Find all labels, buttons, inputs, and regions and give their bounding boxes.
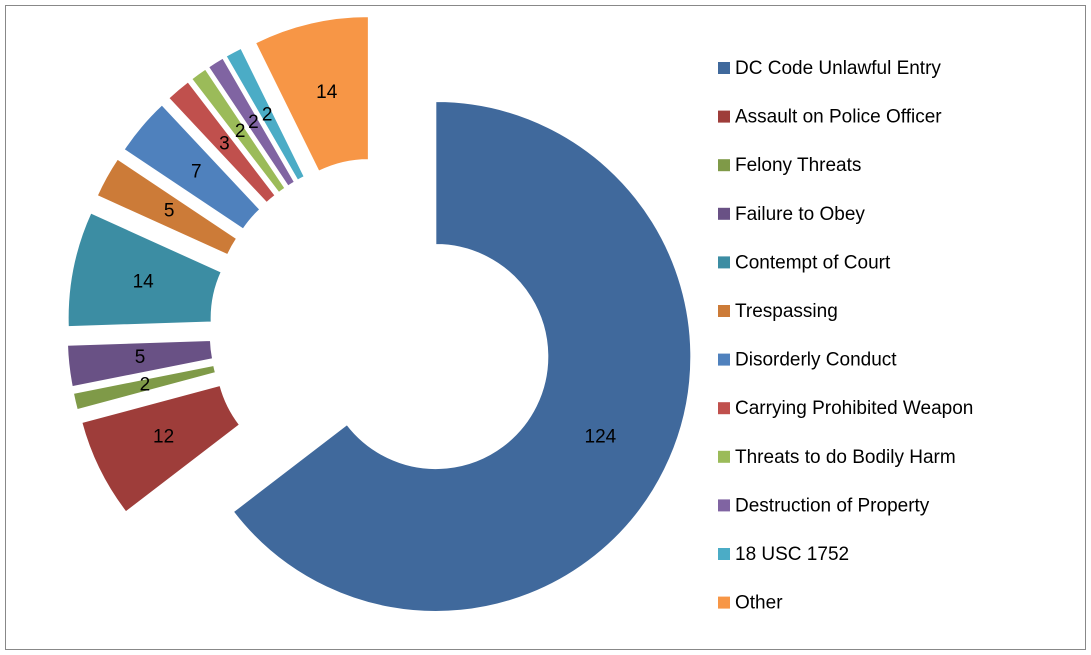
legend-label: Assault on Police Officer: [735, 107, 942, 128]
legend-swatch: [718, 207, 730, 220]
legend-swatch: [718, 596, 730, 609]
legend-label: Failure to Obey: [735, 204, 865, 225]
donut-segment: [72, 364, 216, 411]
legend-swatch: [718, 305, 730, 317]
data-label: 2: [262, 104, 273, 125]
donut-segment: [81, 384, 241, 513]
data-label: 7: [191, 161, 202, 182]
legend-label: DC Code Unlawful Entry: [735, 58, 941, 79]
donut-segment: [191, 68, 286, 194]
legend-swatch: [718, 159, 730, 172]
legend-label: Disorderly Conduct: [735, 350, 897, 371]
data-label: 2: [235, 121, 246, 142]
data-label: 2: [140, 374, 151, 395]
data-label: 124: [585, 427, 617, 448]
legend-label: Felony Threats: [735, 155, 861, 176]
legend-swatch: [718, 110, 730, 123]
data-label: 5: [164, 201, 175, 222]
donut-segment: [67, 212, 222, 328]
donut-segment: [254, 16, 369, 172]
legend-swatch: [718, 402, 730, 415]
legend-swatch: [718, 499, 730, 512]
data-label: 5: [135, 347, 146, 368]
data-label: 3: [219, 133, 230, 154]
data-label: 14: [133, 272, 155, 293]
donut-segment: [225, 47, 305, 181]
data-label: 14: [316, 82, 338, 103]
legend-label: Carrying Prohibited Weapon: [735, 398, 973, 419]
legend-swatch: [718, 450, 730, 463]
donut-segment: [96, 158, 238, 256]
legend-label: Contempt of Court: [735, 252, 891, 273]
legend-label: Other: [735, 593, 783, 614]
donut-segment: [232, 101, 692, 612]
legend-label: Threats to do Bodily Harm: [735, 447, 956, 468]
legend-swatch: [718, 256, 730, 269]
legend-swatch: [718, 62, 730, 74]
donut-segment: [123, 104, 261, 230]
data-label: 12: [153, 427, 174, 448]
donut-segment: [67, 340, 214, 388]
data-label: 2: [248, 112, 259, 133]
legend-swatch: [718, 353, 730, 366]
legend-label: Destruction of Property: [735, 495, 930, 516]
legend-label: Trespassing: [735, 301, 838, 322]
legend-swatch: [718, 548, 730, 560]
legend-label: 18 USC 1752: [735, 544, 849, 565]
donut-segment: [207, 57, 295, 187]
donut-segment: [168, 81, 276, 204]
